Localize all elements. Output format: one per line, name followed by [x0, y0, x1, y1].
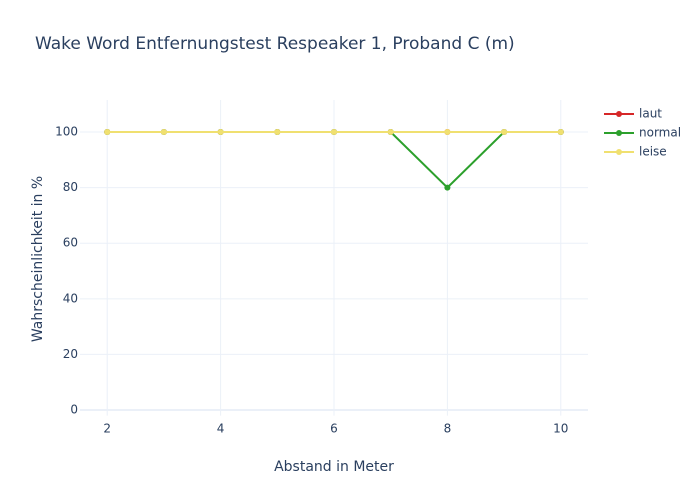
data-point	[444, 128, 451, 135]
data-point	[557, 128, 564, 135]
legend-marker	[616, 111, 622, 117]
data-point	[217, 128, 224, 135]
y-axis-title: Wahrscheinlichkeit in %	[30, 176, 46, 342]
y-tick-label: 100	[55, 124, 78, 138]
data-point	[387, 128, 394, 135]
data-point	[160, 128, 167, 135]
x-tick-label: 8	[444, 422, 452, 436]
x-tick-label: 2	[103, 422, 111, 436]
y-tick-label: 40	[63, 291, 78, 305]
legend-marker	[616, 130, 622, 136]
x-tick-label: 10	[553, 422, 568, 436]
chart-title: Wake Word Entfernungstest Respeaker 1, P…	[35, 34, 515, 54]
y-tick-label: 80	[63, 180, 78, 194]
y-tick-label: 0	[70, 403, 78, 417]
data-point	[331, 128, 337, 135]
y-tick-label: 20	[63, 347, 78, 361]
legend-label: leise	[639, 145, 667, 159]
x-axis-title: Abstand in Meter	[274, 459, 394, 475]
legend-label: laut	[639, 107, 662, 121]
legend-marker	[616, 149, 622, 155]
y-tick-label: 60	[63, 236, 78, 250]
legend-label: normal	[639, 126, 681, 140]
x-tick-label: 4	[217, 422, 225, 436]
data-point	[274, 128, 281, 135]
data-point	[444, 184, 451, 191]
x-tick-label: 6	[330, 422, 338, 436]
data-point	[501, 128, 508, 135]
data-point	[104, 128, 111, 135]
